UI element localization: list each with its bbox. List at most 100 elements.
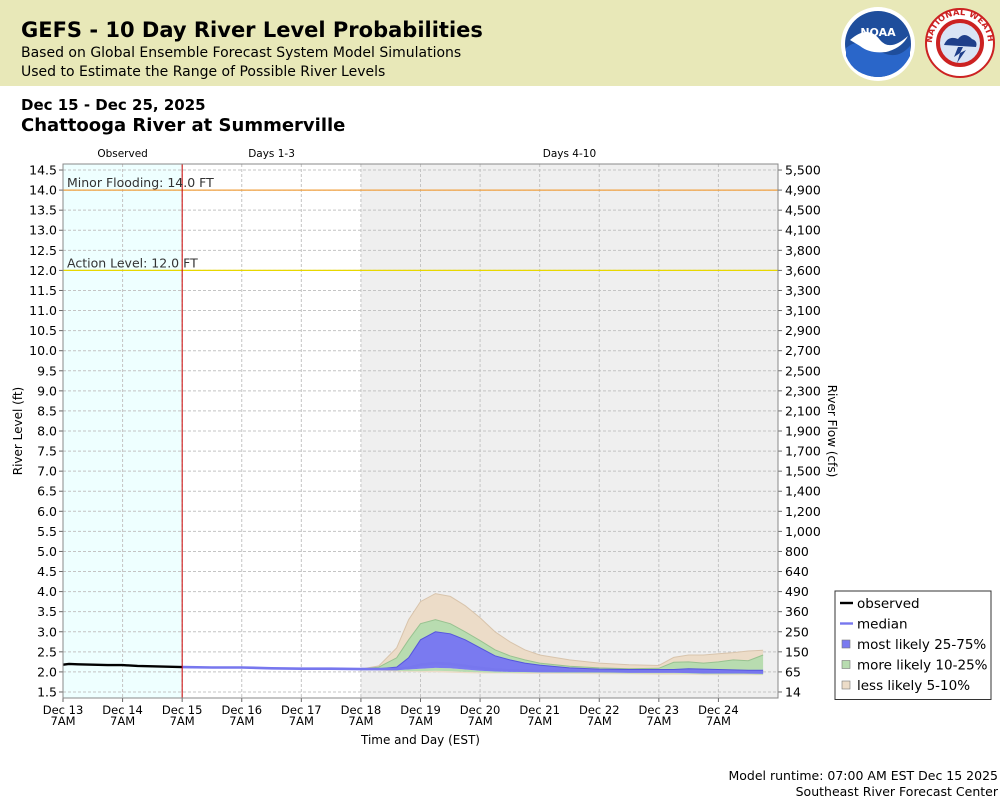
model-runtime: Model runtime: 07:00 AM EST Dec 15 2025	[728, 768, 998, 783]
x-tick-day: Dec 16	[221, 703, 262, 717]
x-tick-day: Dec 19	[400, 703, 441, 717]
median-line	[182, 661, 764, 674]
forecast-center: Southeast River Forecast Center	[795, 784, 998, 799]
y-tick-label: 8.0	[37, 424, 57, 439]
y-tick-label: 10.0	[29, 343, 57, 358]
y-tick-label: 9.5	[37, 363, 57, 378]
flow-tick-label: 4,900	[785, 183, 821, 198]
flow-tick-label: 4,500	[785, 203, 821, 218]
flow-tick-label: 2,700	[785, 343, 821, 358]
x-tick-time: 7AM	[50, 714, 75, 728]
flow-tick-label: 5,500	[785, 163, 821, 178]
subtitle-line-2: Used to Estimate the Range of Possible R…	[21, 64, 386, 80]
y-tick-label: 6.0	[37, 504, 57, 519]
x-tick-time: 7AM	[110, 714, 135, 728]
flow-tick-label: 640	[785, 564, 809, 579]
subtitle-line-1: Based on Global Ensemble Forecast System…	[21, 45, 462, 61]
y-axis-title: River Level (ft)	[11, 387, 25, 475]
flow-tick-label: 3,100	[785, 303, 821, 318]
x-tick-time: 7AM	[348, 714, 373, 728]
band-10-25-lower	[182, 667, 764, 675]
y-tick-label: 8.5	[37, 403, 57, 418]
flow-tick-label: 1,400	[785, 484, 821, 499]
y-tick-label: 1.5	[37, 684, 57, 699]
y-tick-label: 3.0	[37, 624, 57, 639]
observed-line	[62, 662, 183, 669]
y-tick-label: 11.5	[29, 283, 57, 298]
y-tick-label: 3.5	[37, 604, 57, 619]
nws-logo-icon[interactable]: NATIONAL WEATHER SERVICE	[924, 3, 996, 79]
x-tick-day: Dec 15	[162, 703, 203, 717]
x-tick-time: 7AM	[289, 714, 314, 728]
y-tick-label: 2.5	[37, 644, 57, 659]
x-tick-day: Dec 21	[519, 703, 560, 717]
flow-tick-label: 2,300	[785, 383, 821, 398]
plot-frame	[62, 163, 779, 699]
y-tick-label: 6.5	[37, 484, 57, 499]
threshold-label: Minor Flooding: 14.0 FT	[67, 175, 214, 190]
legend-box	[834, 590, 992, 700]
y-tick-label: 4.0	[37, 584, 57, 599]
flow-tick-label: 250	[785, 624, 809, 639]
flow-tick-label: 65	[785, 664, 801, 679]
flow-tick-label: 1,000	[785, 524, 821, 539]
header-banner: GEFS - 10 Day River Level Probabilities …	[0, 0, 1000, 86]
legend-label: median	[857, 617, 908, 633]
y-tick-label: 14.0	[29, 183, 57, 198]
x-tick-time: 7AM	[706, 714, 731, 728]
page-title: GEFS - 10 Day River Level Probabilities	[21, 18, 483, 42]
flow-tick-label: 14	[785, 684, 801, 699]
y2-axis-title: River Flow (cfs)	[825, 385, 839, 478]
x-tick-day: Dec 20	[460, 703, 501, 717]
legend-swatch-band25_75	[841, 639, 851, 649]
section-label: Days 4-10	[543, 148, 596, 160]
y-tick-label: 2.0	[37, 664, 57, 679]
flow-tick-label: 1,700	[785, 444, 821, 459]
x-tick-day: Dec 24	[698, 703, 739, 717]
flow-tick-label: 2,500	[785, 363, 821, 378]
y-tick-label: 14.5	[29, 163, 57, 178]
x-tick-time: 7AM	[408, 714, 433, 728]
x-tick-time: 7AM	[170, 714, 195, 728]
noaa-logo-icon[interactable]: NOAA	[840, 6, 916, 82]
flow-tick-label: 3,300	[785, 283, 821, 298]
flow-tick-label: 360	[785, 604, 809, 619]
x-tick-day: Dec 18	[341, 703, 382, 717]
flow-tick-label: 4,100	[785, 223, 821, 238]
y-tick-label: 10.5	[29, 323, 57, 338]
legend-swatch-band10_25	[841, 660, 851, 669]
flow-tick-label: 2,100	[785, 403, 821, 418]
flow-tick-label: 150	[785, 644, 809, 659]
river-level-chart: 14.5 5,500 14.0 4,900 13.5 4,500 13.0 4,100 12.5…	[11, 148, 992, 747]
y-tick-label: 5.5	[37, 524, 57, 539]
legend-label: less likely 5-10%	[857, 678, 970, 694]
x-tick-time: 7AM	[468, 714, 493, 728]
y-tick-label: 12.5	[29, 243, 57, 258]
x-tick-day: Dec 13	[43, 703, 84, 717]
y-tick-label: 12.0	[29, 263, 57, 278]
flow-tick-label: 3,800	[785, 243, 821, 258]
threshold-label: Action Level: 12.0 FT	[67, 255, 198, 270]
x-tick-day: Dec 17	[281, 703, 322, 717]
y-tick-label: 9.0	[37, 383, 57, 398]
band-10-25-upper	[182, 619, 764, 671]
y-tick-label: 7.5	[37, 444, 57, 459]
y-tick-label: 13.5	[29, 203, 57, 218]
y-tick-label: 13.0	[29, 223, 57, 238]
band-5-10-upper	[182, 593, 764, 670]
x-tick-time: 7AM	[587, 714, 612, 728]
x-tick-day: Dec 23	[639, 703, 680, 717]
y-tick-label: 11.0	[29, 303, 57, 318]
flow-tick-label: 1,200	[785, 504, 821, 519]
flow-tick-label: 1,900	[785, 424, 821, 439]
band-25-75	[182, 631, 764, 674]
x-tick-time: 7AM	[527, 714, 552, 728]
flow-tick-label: 2,900	[785, 323, 821, 338]
y-tick-label: 7.0	[37, 464, 57, 479]
section-label: Days 1-3	[248, 148, 295, 160]
station-name: Chattooga River at Summerville	[21, 115, 346, 136]
legend-swatch-band5_10	[841, 680, 851, 690]
x-tick-time: 7AM	[229, 714, 254, 728]
y-tick-label: 4.5	[37, 564, 57, 579]
flow-tick-label: 3,600	[785, 263, 821, 278]
